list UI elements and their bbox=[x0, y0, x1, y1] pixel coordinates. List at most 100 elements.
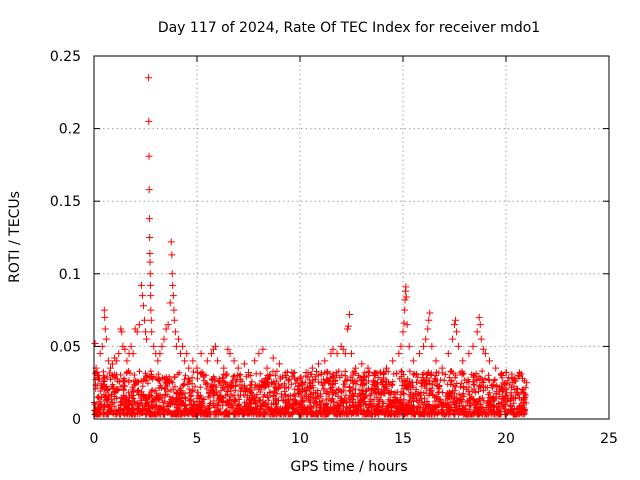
data-point bbox=[146, 249, 154, 257]
data-point bbox=[220, 364, 228, 372]
data-point bbox=[288, 369, 296, 377]
data-point bbox=[302, 369, 310, 377]
data-point bbox=[101, 325, 109, 333]
data-point bbox=[296, 374, 304, 382]
data-point bbox=[514, 371, 522, 379]
data-point bbox=[479, 345, 487, 353]
data-point bbox=[139, 302, 147, 310]
data-point bbox=[251, 357, 259, 365]
data-point bbox=[234, 364, 242, 372]
data-point bbox=[453, 328, 461, 336]
data-point bbox=[432, 357, 440, 365]
data-point bbox=[146, 234, 154, 241]
data-point bbox=[428, 342, 436, 350]
data-point bbox=[133, 328, 141, 336]
data-point bbox=[327, 350, 335, 358]
data-point bbox=[399, 328, 407, 336]
data-point bbox=[167, 238, 175, 246]
data-point bbox=[402, 293, 410, 301]
y-tick-label: 0.2 bbox=[59, 122, 81, 138]
data-point bbox=[185, 364, 193, 372]
data-point bbox=[169, 281, 177, 289]
data-point bbox=[183, 350, 191, 358]
tick-labels: 0 5 10 15 20 25 0 0.05 0.1 0.15 0.2 0.25 bbox=[50, 49, 618, 447]
data-point bbox=[475, 313, 483, 321]
data-point bbox=[389, 357, 397, 365]
data-point bbox=[135, 321, 143, 329]
data-point bbox=[102, 335, 110, 343]
data-point bbox=[364, 364, 372, 372]
data-point bbox=[123, 357, 131, 365]
data-point bbox=[358, 360, 366, 368]
data-point bbox=[181, 357, 189, 365]
grid-lines bbox=[94, 56, 609, 419]
data-point bbox=[226, 350, 234, 358]
data-point bbox=[127, 342, 135, 350]
data-point bbox=[170, 316, 178, 324]
data-point bbox=[401, 296, 409, 304]
chart-title: Day 117 of 2024, Rate Of TEC Index for r… bbox=[158, 20, 540, 36]
data-point bbox=[156, 350, 164, 358]
data-point bbox=[168, 270, 176, 278]
data-point bbox=[129, 350, 137, 358]
data-point bbox=[401, 306, 409, 314]
data-point bbox=[146, 258, 154, 266]
baseline-scatter-band bbox=[91, 368, 530, 418]
data-point bbox=[203, 357, 211, 365]
data-point bbox=[345, 310, 353, 318]
data-point bbox=[481, 350, 489, 358]
data-point bbox=[383, 364, 391, 372]
x-tick-label: 0 bbox=[90, 431, 99, 447]
data-point bbox=[402, 283, 410, 291]
data-point bbox=[259, 345, 267, 353]
data-point bbox=[448, 335, 456, 343]
data-point bbox=[329, 345, 337, 353]
data-point bbox=[115, 350, 123, 358]
data-point bbox=[498, 371, 506, 379]
data-point bbox=[352, 364, 360, 372]
data-point bbox=[109, 360, 117, 368]
data-point bbox=[224, 345, 232, 353]
data-point bbox=[275, 360, 283, 368]
data-point bbox=[140, 316, 148, 324]
data-point bbox=[459, 357, 467, 365]
data-point bbox=[444, 350, 452, 358]
data-point bbox=[263, 364, 271, 372]
data-point bbox=[397, 342, 405, 350]
x-tick-label: 20 bbox=[497, 431, 515, 447]
data-point bbox=[117, 325, 125, 333]
data-point bbox=[170, 306, 178, 314]
data-point bbox=[147, 292, 155, 300]
data-point bbox=[121, 345, 129, 353]
data-point bbox=[147, 306, 155, 314]
data-point bbox=[174, 335, 182, 343]
axis-ticks bbox=[93, 55, 610, 420]
data-point bbox=[465, 350, 473, 358]
data-point bbox=[420, 342, 428, 350]
data-point bbox=[168, 251, 176, 259]
x-axis-label: GPS time / hours bbox=[290, 459, 407, 475]
data-point bbox=[145, 152, 153, 160]
data-point bbox=[177, 350, 185, 358]
data-point bbox=[212, 342, 220, 350]
data-point bbox=[341, 350, 349, 358]
data-point bbox=[269, 354, 277, 362]
data-point bbox=[455, 342, 463, 350]
data-point bbox=[172, 342, 180, 350]
data-point bbox=[426, 309, 434, 317]
data-point bbox=[477, 335, 485, 343]
data-point bbox=[339, 345, 347, 353]
data-point bbox=[94, 371, 102, 379]
data-point bbox=[148, 328, 156, 336]
data-point bbox=[452, 316, 460, 324]
data-point bbox=[207, 350, 215, 358]
data-point bbox=[424, 325, 432, 333]
y-tick-label: 0.1 bbox=[59, 267, 81, 283]
data-point bbox=[145, 186, 153, 194]
data-point bbox=[145, 117, 153, 125]
data-point bbox=[425, 316, 433, 324]
data-point bbox=[146, 281, 154, 289]
data-point bbox=[405, 342, 413, 350]
data-point bbox=[415, 350, 423, 358]
